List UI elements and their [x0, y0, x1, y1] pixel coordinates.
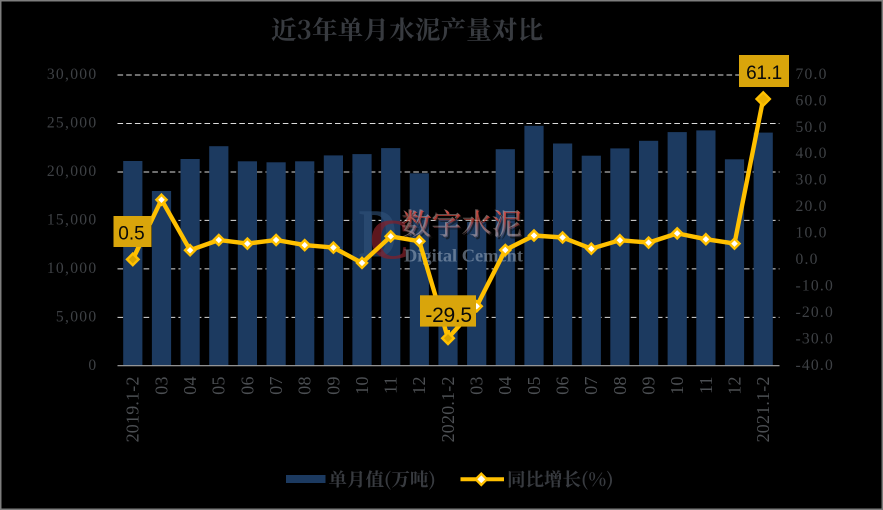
svg-text:11: 11	[696, 376, 716, 394]
svg-text:0: 0	[88, 357, 97, 374]
svg-text:07: 07	[266, 376, 286, 394]
svg-text:05: 05	[209, 376, 229, 394]
svg-text:25,000: 25,000	[47, 114, 98, 131]
svg-text:70.0: 70.0	[796, 66, 828, 83]
svg-text:-20.0: -20.0	[796, 304, 834, 321]
svg-text:10,000: 10,000	[47, 260, 98, 277]
svg-text:-10.0: -10.0	[796, 278, 834, 295]
svg-text:20,000: 20,000	[47, 163, 98, 180]
svg-text:09: 09	[639, 376, 659, 394]
svg-text:30.0: 30.0	[796, 172, 828, 189]
svg-text:0.5: 0.5	[118, 223, 144, 244]
svg-text:15,000: 15,000	[47, 211, 98, 228]
svg-text:-30.0: -30.0	[796, 330, 834, 347]
svg-text:11: 11	[381, 376, 401, 394]
svg-text:05: 05	[524, 376, 544, 394]
svg-text:5,000: 5,000	[56, 308, 98, 325]
svg-text:12: 12	[724, 376, 744, 394]
svg-text:-29.5: -29.5	[425, 304, 471, 327]
svg-text:Digital Cement: Digital Cement	[404, 246, 523, 266]
svg-text:07: 07	[581, 376, 601, 394]
svg-text:30,000: 30,000	[47, 66, 98, 83]
svg-text:20.0: 20.0	[796, 198, 828, 215]
svg-text:-40.0: -40.0	[796, 357, 834, 374]
svg-text:12: 12	[409, 376, 429, 394]
svg-text:60.0: 60.0	[796, 92, 828, 109]
svg-text:03: 03	[467, 376, 487, 394]
svg-text:0.0: 0.0	[796, 251, 819, 268]
svg-text:04: 04	[495, 376, 515, 394]
svg-text:61.1: 61.1	[746, 63, 782, 84]
svg-text:06: 06	[237, 376, 257, 394]
svg-text:10.0: 10.0	[796, 225, 828, 242]
svg-text:09: 09	[323, 376, 343, 394]
svg-text:2020.1-2: 2020.1-2	[438, 376, 458, 442]
svg-text:08: 08	[610, 376, 630, 394]
svg-text:40.0: 40.0	[796, 145, 828, 162]
svg-text:04: 04	[180, 376, 200, 394]
svg-text:08: 08	[295, 376, 315, 394]
svg-text:06: 06	[553, 376, 573, 394]
svg-text:03: 03	[151, 376, 171, 394]
svg-text:2019.1-2: 2019.1-2	[123, 376, 143, 442]
svg-text:10: 10	[667, 376, 687, 394]
svg-text:10: 10	[352, 376, 372, 394]
svg-text:50.0: 50.0	[796, 119, 828, 136]
svg-text:2021.1-2: 2021.1-2	[753, 376, 773, 442]
